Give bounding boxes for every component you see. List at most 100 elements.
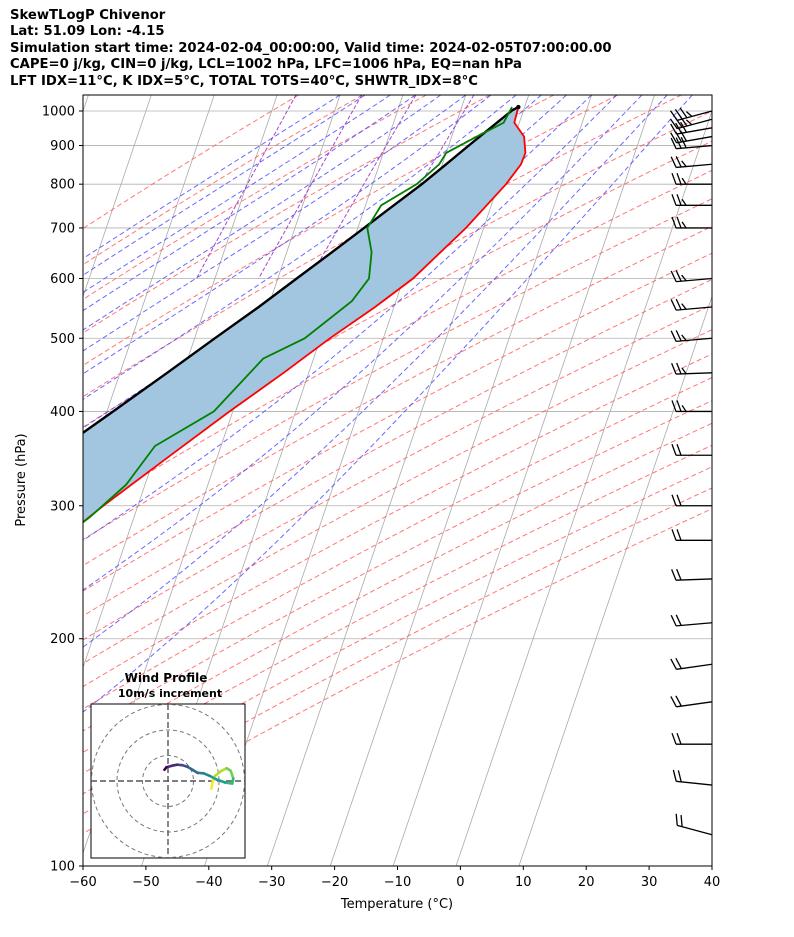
wind-barb-feather xyxy=(677,770,682,782)
wind-barb xyxy=(675,813,713,836)
y-tick-label: 800 xyxy=(50,178,75,193)
moist-adiabat xyxy=(83,95,668,648)
moist-adiabat xyxy=(83,95,341,260)
wind-barb xyxy=(670,298,713,311)
wind-barb xyxy=(670,130,713,144)
wind-barb-feather xyxy=(675,298,682,310)
wind-barb-feather xyxy=(676,494,682,506)
wind-barb xyxy=(671,732,712,745)
wind-barb-feather xyxy=(676,194,682,206)
wind-barb-feather xyxy=(681,160,687,167)
dry-adiabat xyxy=(83,304,712,641)
wind-barb-staff xyxy=(676,144,713,150)
chart-title: SkewTLogP Chivenor xyxy=(10,8,166,23)
hodograph-trace xyxy=(215,778,227,784)
wind-barb-staff xyxy=(677,110,713,121)
wind-barb-feather xyxy=(675,614,682,626)
wind-barb-feather xyxy=(681,303,687,310)
wind-barb-staff xyxy=(676,701,713,708)
y-axis-label: Pressure (hPa) xyxy=(14,433,29,526)
wind-barb xyxy=(671,362,713,375)
y-tick-label: 500 xyxy=(50,332,75,347)
wind-barb-feather xyxy=(671,569,677,581)
wind-barb-feather xyxy=(670,696,677,708)
moist-adiabat xyxy=(83,95,618,542)
wind-barb xyxy=(672,769,713,786)
dry-adiabat xyxy=(83,95,363,266)
wind-barb-feather xyxy=(675,813,678,826)
wind-barb xyxy=(669,116,713,130)
wind-barb-staff xyxy=(676,135,713,144)
wind-barb-feather xyxy=(680,136,687,149)
wind-barb-feather xyxy=(675,695,682,707)
wind-barb xyxy=(671,400,712,413)
y-tick-label: 100 xyxy=(50,860,75,875)
wind-barb-feather xyxy=(675,131,683,143)
wind-barb xyxy=(671,216,712,229)
wind-barb-feather xyxy=(685,119,693,126)
wind-barb xyxy=(671,194,712,206)
dry-adiabat xyxy=(83,252,712,592)
wind-barb-feather xyxy=(676,172,682,185)
wind-barb-staff xyxy=(676,337,713,343)
wind-barb-feather xyxy=(679,107,688,119)
wind-barb xyxy=(670,614,713,627)
hodograph-inset: Wind Profile 10m/s increment xyxy=(90,671,246,859)
surface-parcel-point xyxy=(516,104,521,110)
y-tick-label: 700 xyxy=(50,221,75,236)
wind-barb-staff xyxy=(676,663,713,670)
mixing-ratio-line xyxy=(309,95,417,279)
location-line: Lat: 51.09 Lon: -4.15 xyxy=(10,24,165,40)
x-tick-label: −40 xyxy=(195,875,222,890)
wind-barb xyxy=(670,657,713,670)
hodograph-trace xyxy=(229,769,235,780)
x-axis-label: Temperature (°C) xyxy=(340,897,453,912)
wind-barb-feather xyxy=(681,367,687,375)
wind-barb-feather xyxy=(676,362,682,375)
dry-adiabat xyxy=(83,400,712,732)
wind-barbs xyxy=(669,107,713,836)
wind-barb-feather xyxy=(680,815,683,827)
wind-barb-feather xyxy=(676,444,682,456)
moist-adiabat xyxy=(83,95,366,276)
wind-barb-staff xyxy=(675,578,713,581)
x-tick-label: −20 xyxy=(321,875,348,890)
wind-barb-feather xyxy=(669,118,678,129)
dry-adiabat xyxy=(83,278,712,617)
wind-barb-feather xyxy=(671,732,677,745)
dry-adiabat xyxy=(83,353,712,688)
wind-barb-feather xyxy=(672,769,677,782)
hodograph-trace xyxy=(163,765,168,772)
wind-barb-staff xyxy=(676,780,713,786)
isotherm-line xyxy=(455,109,712,866)
wind-barb-feather xyxy=(676,216,682,229)
wind-barb-staff xyxy=(675,372,713,375)
dry-adiabat xyxy=(83,508,712,835)
wind-barb-feather xyxy=(670,270,677,282)
x-tick-label: −10 xyxy=(384,875,411,890)
wind-barb-feather xyxy=(670,299,677,311)
wind-barb-feather xyxy=(671,529,677,541)
wind-barb-feather xyxy=(681,405,687,412)
wind-barb-feather xyxy=(670,614,677,627)
y-tick-label: 600 xyxy=(50,272,75,287)
mixing-ratio-line xyxy=(258,95,363,279)
dry-adiabat xyxy=(83,377,712,710)
hodograph-title: Wind Profile xyxy=(125,671,208,685)
wind-barb-feather xyxy=(670,330,677,342)
chart-header: SkewTLogP Chivenor Lat: 51.09 Lon: -4.15… xyxy=(10,8,612,90)
x-tick-label: −50 xyxy=(132,875,159,890)
wind-barb xyxy=(670,270,713,283)
moist-adiabat xyxy=(83,95,416,312)
wind-barb-feather xyxy=(675,156,682,168)
wind-barb-feather xyxy=(670,137,677,149)
x-tick-label: 30 xyxy=(641,875,658,890)
x-tick-label: 0 xyxy=(456,875,464,890)
wind-barb xyxy=(671,172,712,185)
hodograph-trace xyxy=(210,779,215,790)
dry-adiabat xyxy=(83,169,712,514)
dry-adiabat xyxy=(83,422,712,753)
wind-barb-feather xyxy=(674,117,683,128)
wind-barb-feather xyxy=(671,194,677,206)
wind-barb xyxy=(670,156,713,169)
